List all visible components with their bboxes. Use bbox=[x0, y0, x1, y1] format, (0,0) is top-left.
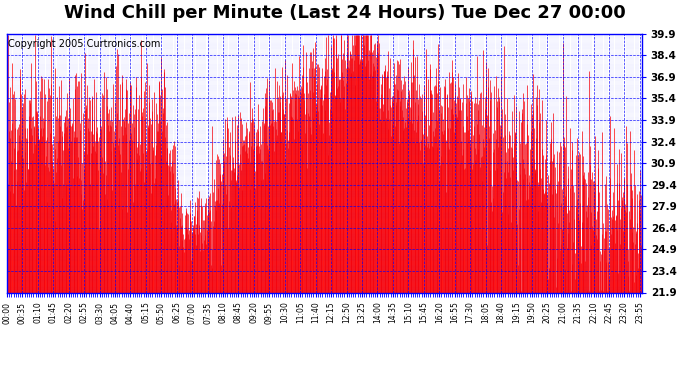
Text: Copyright 2005 Curtronics.com: Copyright 2005 Curtronics.com bbox=[8, 39, 161, 49]
Text: Wind Chill per Minute (Last 24 Hours) Tue Dec 27 00:00: Wind Chill per Minute (Last 24 Hours) Tu… bbox=[64, 4, 626, 22]
